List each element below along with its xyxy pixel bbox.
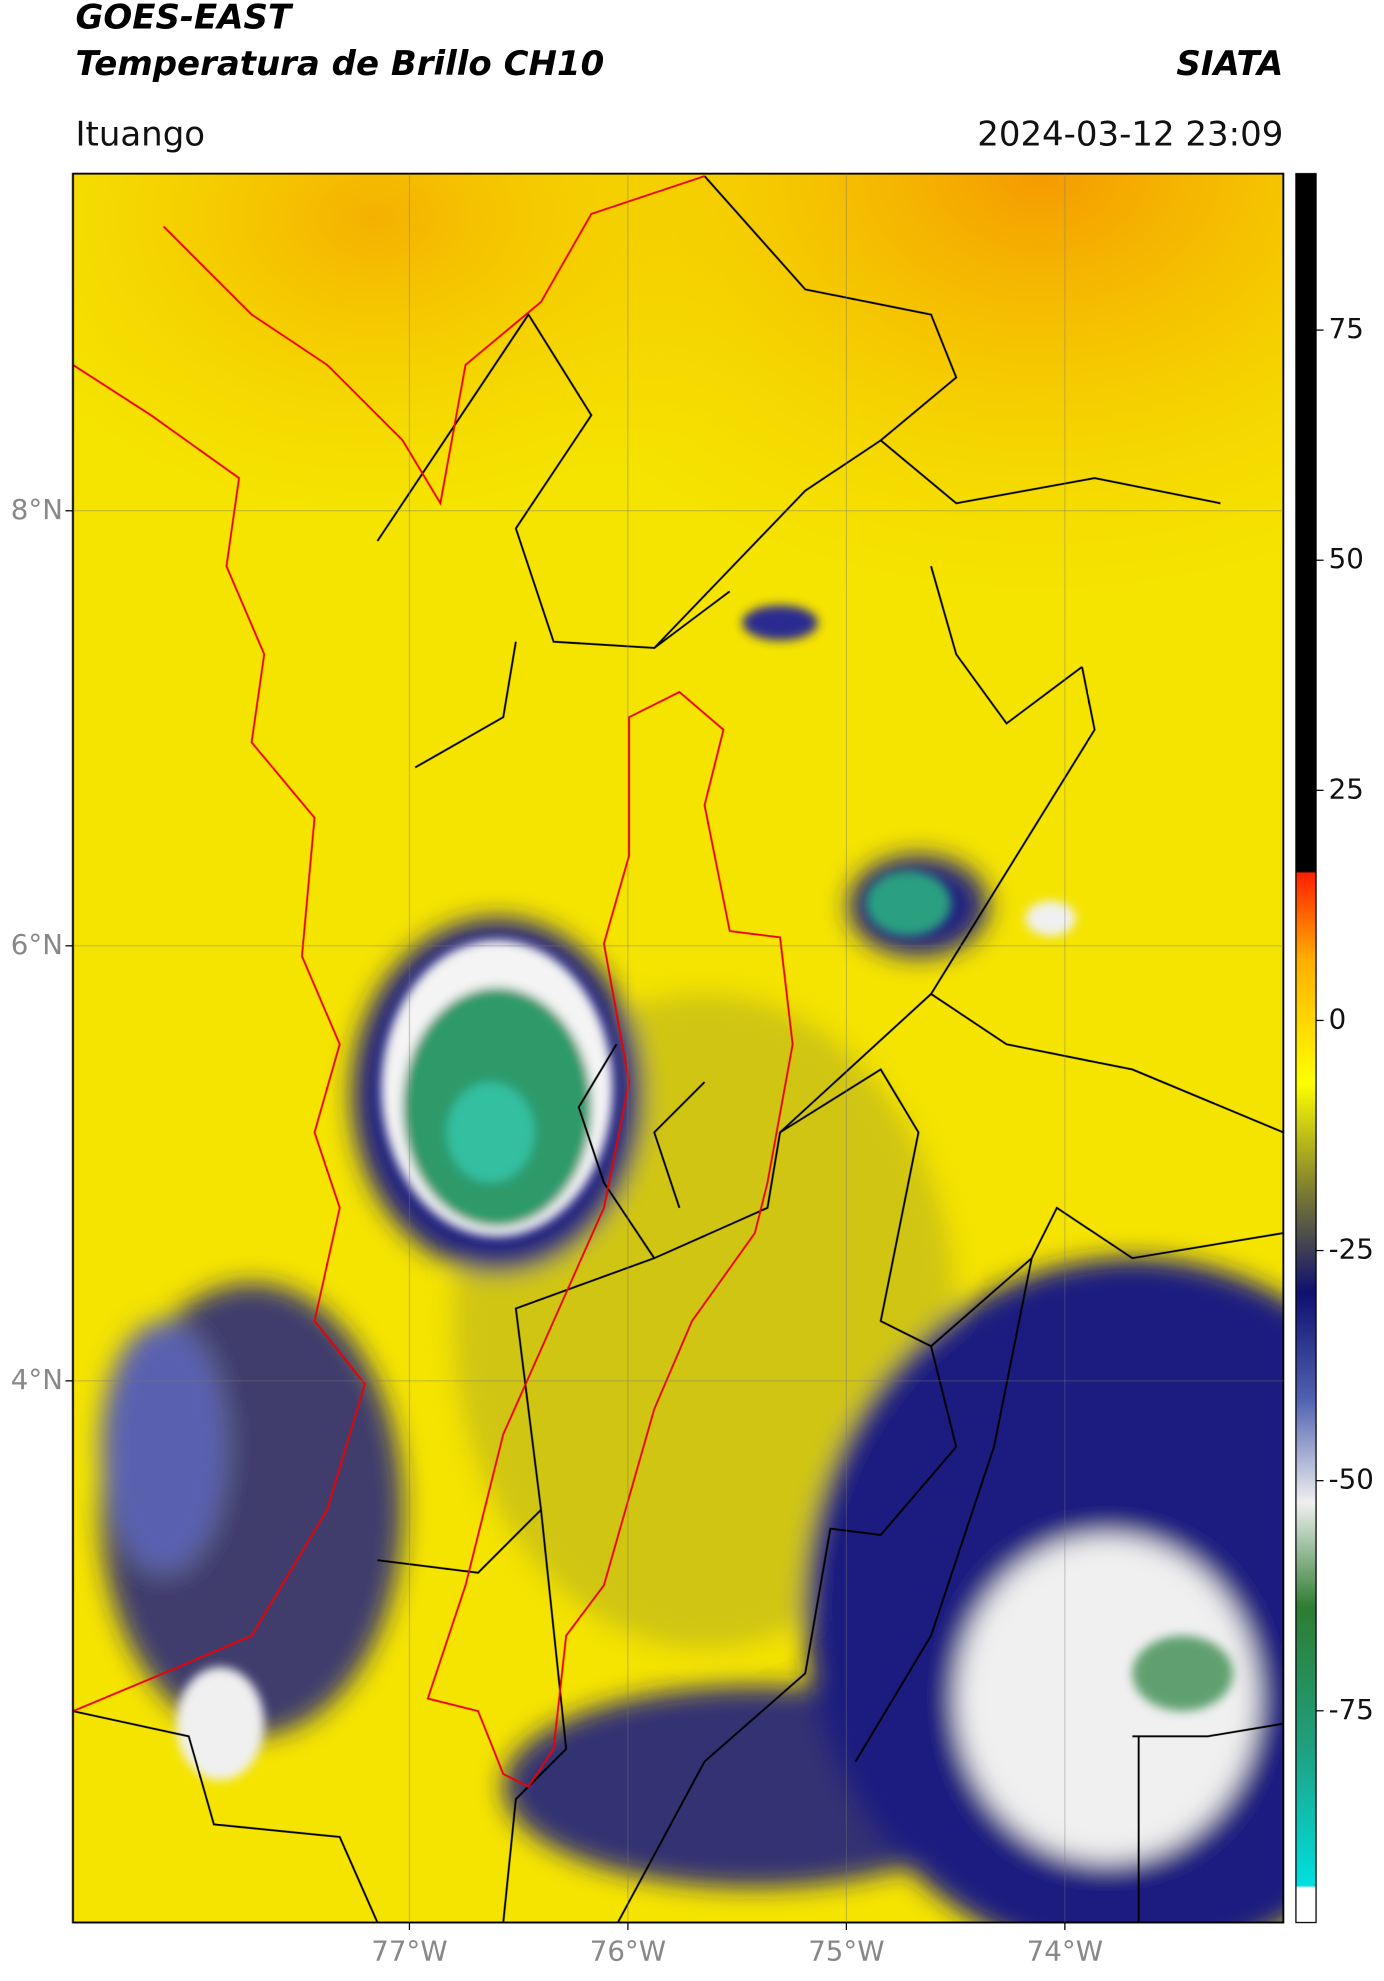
lon-tick-label: 76°W (590, 1935, 666, 1968)
colorbar-tick-label: 0 (1329, 1002, 1347, 1035)
source: SIATA (1176, 44, 1283, 84)
colorbar-tick-label: -75 (1329, 1693, 1374, 1726)
colorbar-tick-label: 75 (1329, 312, 1364, 345)
title: GOES-EAST (75, 0, 293, 37)
colorbar-tick-label: 50 (1329, 542, 1364, 575)
lat-tick-label: 4°N (11, 1363, 63, 1396)
colorbar-tick-label: -25 (1329, 1233, 1374, 1266)
colorbar-tick-label: 25 (1329, 772, 1364, 805)
subtitle: Temperatura de Brillo CH10 (75, 44, 604, 84)
lat-tick-label: 6°N (11, 928, 63, 961)
satellite-image (72, 173, 1284, 1923)
datetime: 2024-03-12 23:09 (977, 114, 1283, 154)
lat-tick-label: 8°N (11, 493, 63, 526)
location: Ituango (75, 114, 205, 154)
colorbar (1295, 172, 1317, 1924)
lon-tick-label: 75°W (808, 1935, 884, 1968)
lon-tick-label: 74°W (1027, 1935, 1103, 1968)
colorbar-tick-label: -50 (1329, 1463, 1374, 1496)
map-frame (72, 172, 1285, 1924)
lon-tick-label: 77°W (371, 1935, 447, 1968)
